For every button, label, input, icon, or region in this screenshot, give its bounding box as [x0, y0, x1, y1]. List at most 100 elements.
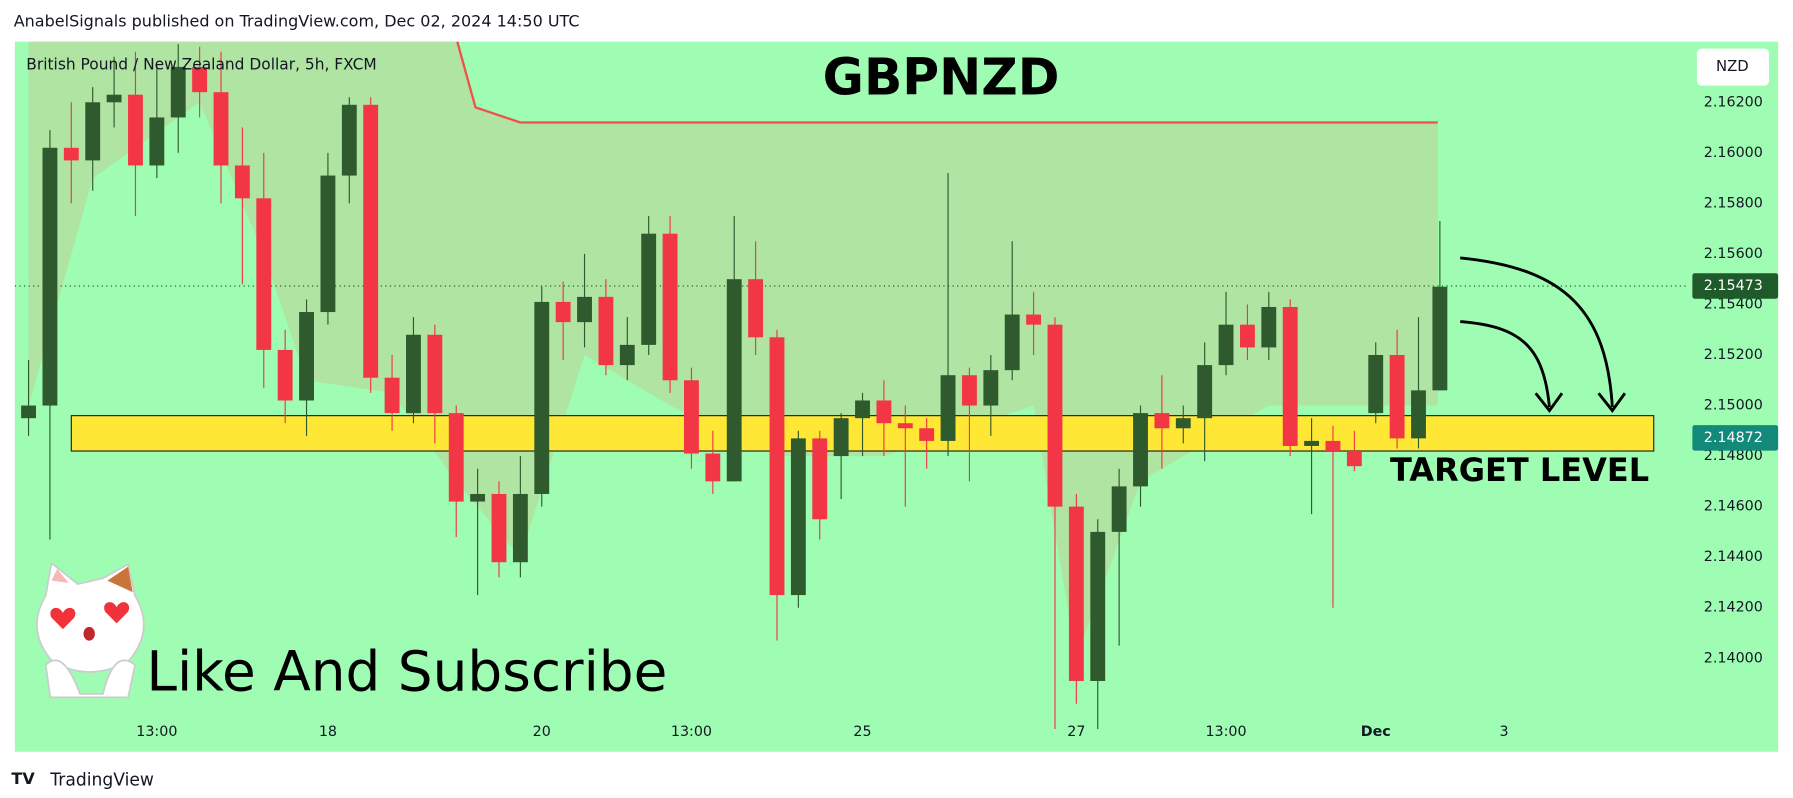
currency-box[interactable]: [1696, 48, 1769, 86]
x-tick-label: 13:00: [136, 724, 177, 740]
candle-body: [341, 104, 357, 176]
candle-body: [1133, 413, 1148, 487]
x-tick-label: 25: [853, 724, 871, 740]
candle-body: [855, 400, 870, 419]
candle-body: [1261, 306, 1277, 348]
currency-label[interactable]: NZD: [1716, 57, 1749, 75]
arrow: [1460, 256, 1614, 408]
candle-body: [470, 493, 486, 502]
candle-body: [769, 337, 785, 596]
cat-sticker: [36, 561, 145, 699]
candle-body: [833, 418, 849, 457]
candle-body: [577, 296, 592, 323]
candle-body: [448, 413, 464, 502]
symbol-legend: British Pound / New Zealand Dollar, 5h, …: [26, 55, 376, 73]
y-tick-label: 2.15800: [1704, 195, 1763, 211]
candle-body: [726, 279, 742, 482]
x-tick-label: 13:00: [671, 724, 712, 740]
price-label: 2.14872: [1704, 430, 1763, 446]
arrow-head: [1597, 392, 1627, 413]
x-tick-label: 3: [1499, 724, 1508, 740]
candle-body: [1325, 440, 1341, 452]
chart-title: GBPNZD: [823, 47, 1060, 106]
candle-body: [128, 94, 143, 166]
price-label: 2.15473: [1704, 278, 1763, 294]
x-tick-label: 27: [1067, 724, 1085, 740]
candle-body: [427, 334, 443, 414]
candle-body: [1175, 418, 1191, 429]
candle-body: [170, 66, 186, 118]
y-tick-label: 2.15200: [1704, 347, 1763, 363]
candle-body: [1411, 390, 1426, 439]
candle-body: [1047, 324, 1063, 507]
candle-body: [684, 380, 699, 454]
price-label-box: [1692, 425, 1779, 451]
x-tick-label: 13:00: [1205, 724, 1246, 740]
candle-body: [491, 493, 507, 563]
candle-body: [962, 375, 977, 406]
candle-body: [1282, 306, 1298, 446]
candle-body: [63, 147, 79, 161]
candle-body: [555, 301, 571, 323]
candle-body: [42, 147, 58, 406]
y-tick-label: 2.16000: [1704, 145, 1763, 161]
candle-body: [940, 375, 956, 441]
candle-body: [1239, 324, 1255, 348]
arrow-head: [1534, 392, 1564, 413]
candle-body: [1304, 440, 1320, 446]
candle-body: [1218, 324, 1234, 366]
plot-area: [14, 41, 1687, 729]
candle-body: [256, 198, 272, 350]
candle-body: [234, 165, 250, 199]
candle-body: [812, 438, 828, 520]
candle-body: [534, 301, 550, 494]
candle-body: [213, 92, 229, 166]
candle-body: [1068, 506, 1084, 681]
price-axis: 2.14000 2.14200 2.14400 2.14600 2.14800 2.150…: [1692, 94, 1779, 666]
arrow: [1460, 320, 1551, 408]
candle-body: [1111, 486, 1127, 532]
candle-body: [1197, 365, 1213, 419]
candle-body: [876, 400, 892, 424]
candle-body: [1026, 314, 1042, 325]
price-label-box: [1692, 273, 1779, 299]
candle-body: [897, 423, 913, 429]
candle-body: [192, 66, 208, 93]
publish-header: AnabelSignals published on TradingView.c…: [14, 11, 580, 30]
candle-body: [406, 334, 421, 414]
candle-body: [619, 344, 635, 366]
candle-body: [790, 438, 806, 596]
y-tick-label: 2.15600: [1704, 246, 1763, 262]
annotation: Like And Subscribe: [146, 640, 667, 704]
candle-body: [662, 233, 678, 381]
x-tick-label: 20: [533, 724, 551, 740]
candle-body: [363, 104, 379, 378]
x-tick-label: Dec: [1361, 724, 1391, 740]
candle-body: [598, 296, 614, 366]
footer-brand: TradingView: [49, 771, 154, 791]
y-tick-label: 2.14400: [1704, 549, 1763, 565]
candle-body: [21, 405, 36, 419]
y-tick-label: 2.14800: [1704, 448, 1763, 464]
candle-body: [1004, 314, 1020, 371]
y-tick-label: 2.15400: [1704, 296, 1763, 312]
x-tick-label: 18: [319, 724, 337, 740]
candle-body: [1432, 286, 1448, 391]
candle-body: [1090, 531, 1106, 681]
candle-body: [1154, 413, 1170, 429]
candle-body: [1346, 451, 1362, 467]
tv-logo: TV: [11, 769, 35, 788]
y-tick-label: 2.14600: [1704, 499, 1763, 515]
candle-body: [85, 102, 101, 161]
candle-body: [983, 370, 999, 406]
red-line: [456, 41, 1438, 124]
candle-body: [512, 493, 528, 563]
y-tick-label: 2.15000: [1704, 397, 1763, 413]
y-tick-label: 2.14000: [1704, 650, 1763, 666]
candle-body: [641, 233, 657, 345]
candle-body: [320, 175, 336, 313]
candle-body: [106, 94, 122, 103]
candle-body: [277, 349, 293, 401]
